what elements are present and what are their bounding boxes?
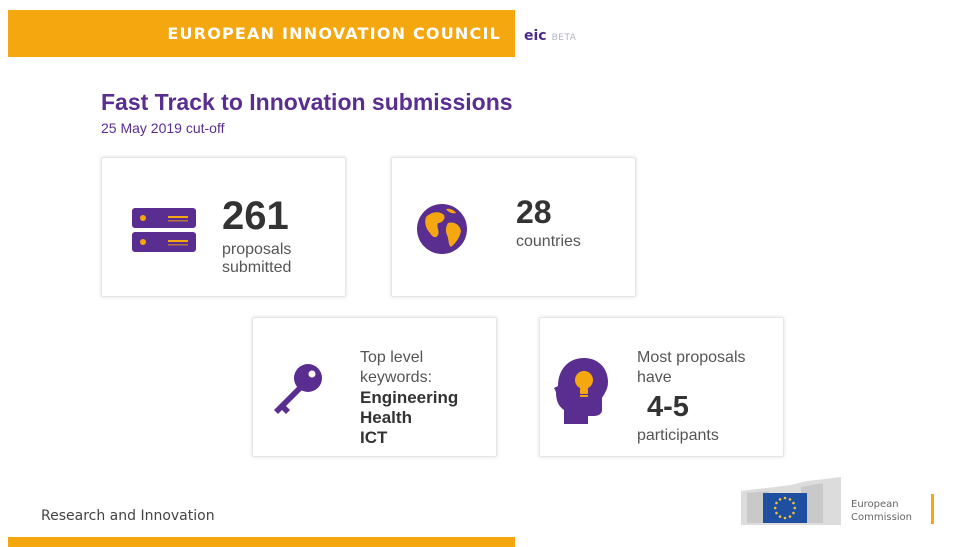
proposals-count: 261 bbox=[222, 194, 289, 238]
countries-count: 28 bbox=[516, 194, 552, 230]
footer-research: Research and Innovation bbox=[41, 508, 215, 524]
server-icon bbox=[132, 208, 196, 257]
proposals-card: 261 proposals submitted bbox=[101, 157, 346, 297]
eic-logo-text: eic bbox=[524, 28, 547, 44]
footer-banner bbox=[8, 537, 515, 547]
participants-count: 4-5 bbox=[647, 391, 689, 423]
keyword-engineering: Engineering bbox=[360, 388, 459, 407]
key-icon bbox=[268, 362, 324, 423]
page-subtitle: 25 May 2019 cut-off bbox=[101, 120, 225, 136]
beta-label: BETA bbox=[551, 33, 577, 43]
countries-label: countries bbox=[516, 233, 581, 250]
head-lightbulb-icon bbox=[554, 356, 610, 431]
keywords-label: Top level keywords: bbox=[360, 349, 433, 386]
keywords-text: Top level keywords: Engineering Health I… bbox=[360, 348, 490, 448]
participants-label: participants bbox=[637, 427, 719, 444]
countries-text: 28 countries bbox=[516, 194, 581, 251]
page-title: Fast Track to Innovation submissions bbox=[101, 89, 513, 115]
participants-intro: Most proposals have bbox=[637, 349, 746, 386]
eic-brand: eic BETA bbox=[524, 28, 576, 44]
ec-logo bbox=[741, 477, 841, 525]
proposals-text: 261 proposals submitted bbox=[222, 194, 322, 277]
proposals-label: proposals submitted bbox=[222, 241, 292, 276]
council-title: EUROPEAN INNOVATION COUNCIL bbox=[167, 24, 501, 43]
header-banner: EUROPEAN INNOVATION COUNCIL bbox=[8, 10, 515, 57]
ec-accent-bar bbox=[931, 494, 934, 524]
ec-name-line1: European bbox=[851, 499, 899, 510]
participants-card: Most proposals have 4-5 participants bbox=[539, 317, 784, 457]
globe-icon bbox=[416, 203, 468, 260]
ec-name-line2: Commission bbox=[851, 512, 913, 523]
keyword-ict: ICT bbox=[360, 428, 388, 447]
ec-name: European Commission bbox=[851, 498, 912, 524]
participants-text: Most proposals have 4-5 participants bbox=[637, 348, 777, 446]
keywords-card: Top level keywords: Engineering Health I… bbox=[252, 317, 497, 457]
keyword-health: Health bbox=[360, 408, 412, 427]
countries-card: 28 countries bbox=[391, 157, 636, 297]
